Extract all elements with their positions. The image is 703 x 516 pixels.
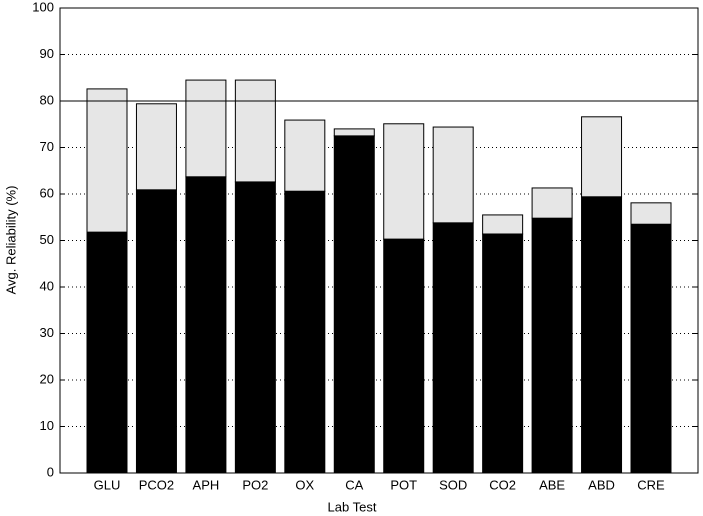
x-tick-label: CO2 — [489, 477, 516, 492]
bar-segment — [531, 217, 573, 474]
y-tick-label: 100 — [32, 0, 54, 14]
bar-segment — [185, 79, 227, 178]
y-tick-label: 90 — [40, 46, 54, 61]
bar-segment — [86, 231, 128, 474]
x-tick-label: OX — [295, 477, 314, 492]
y-tick-label: 60 — [40, 185, 54, 200]
bar-segment — [333, 128, 375, 137]
y-axis-label: Avg. Reliability (%) — [3, 186, 18, 295]
bar-segment — [185, 176, 227, 474]
bar-segment — [432, 222, 474, 474]
plot-frame — [59, 7, 699, 474]
x-tick-label: PCO2 — [139, 477, 174, 492]
y-tick-label: 0 — [47, 464, 54, 479]
bar-segment — [482, 233, 524, 474]
bar-segment — [531, 187, 573, 219]
x-axis-label: Lab Test — [328, 499, 377, 514]
bar-segment — [383, 123, 425, 240]
x-tick-label: PO2 — [242, 477, 268, 492]
x-tick-label: APH — [193, 477, 220, 492]
bar-segment — [581, 196, 623, 474]
bar-segment — [581, 116, 623, 198]
bar-segment — [135, 189, 177, 474]
y-tick-label: 50 — [40, 232, 54, 247]
bar-segment — [234, 79, 276, 183]
bar-segment — [333, 135, 375, 474]
y-tick-label: 30 — [40, 325, 54, 340]
bar-segment — [86, 88, 128, 233]
bar-segment — [234, 181, 276, 474]
bar-segment — [482, 214, 524, 235]
bar-segment — [135, 103, 177, 191]
bar-segment — [630, 223, 672, 474]
bar-segment — [383, 238, 425, 474]
x-tick-label: CA — [345, 477, 363, 492]
bar-segment — [432, 126, 474, 224]
y-tick-label: 70 — [40, 139, 54, 154]
x-tick-label: POT — [390, 477, 417, 492]
x-tick-label: ABD — [588, 477, 615, 492]
x-tick-label: SOD — [439, 477, 467, 492]
x-tick-label: GLU — [94, 477, 121, 492]
y-tick-label: 10 — [40, 418, 54, 433]
x-tick-label: ABE — [539, 477, 565, 492]
bar-segment — [284, 119, 326, 192]
bar-segment — [284, 190, 326, 474]
y-tick-label: 20 — [40, 371, 54, 386]
y-tick-label: 40 — [40, 278, 54, 293]
bar-segment — [630, 202, 672, 225]
y-tick-label: 80 — [40, 92, 54, 107]
x-tick-label: CRE — [637, 477, 665, 492]
